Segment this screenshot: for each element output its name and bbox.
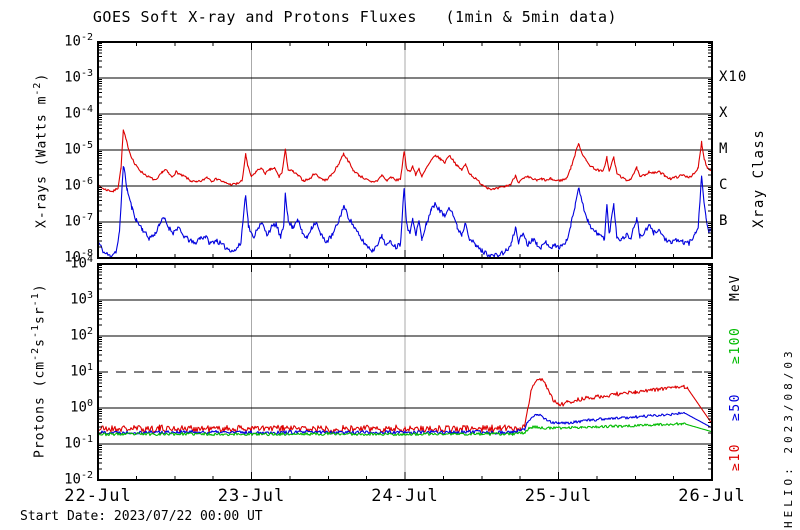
threshold-label-ge10: ≥10 (728, 443, 743, 471)
chart-title: GOES Soft X-ray and Protons Fluxes (1min… (92, 8, 618, 26)
y-tick-label: 10-3 (64, 68, 93, 86)
y-tick-label: 102 (70, 326, 93, 344)
helio-date-watermark: HELIO: 2023/08/03 (782, 347, 795, 528)
threshold-label-ge50: ≥50 (728, 393, 743, 421)
x-tick-label: 23-Jul (217, 486, 286, 506)
x-tick-label: 24-Jul (371, 486, 439, 506)
y-tick-label: 10-1 (64, 434, 93, 452)
y-tick-label: 10-2 (64, 470, 93, 488)
y-tick-label: 10-6 (64, 176, 93, 194)
xray-class-label-M: M (719, 141, 729, 157)
y-tick-label: 104 (70, 254, 93, 272)
x-tick-label: 25-Jul (524, 486, 593, 506)
threshold-label-ge100: ≥100 (728, 326, 743, 364)
y-tick-label: 10-8 (64, 248, 93, 266)
y-tick-label: 10-5 (64, 140, 93, 158)
start-date-text: Start Date: 2023/07/22 00:00 UT (20, 509, 263, 524)
xray-class-label-X: X (719, 105, 729, 121)
xray-class-label-C: C (719, 177, 729, 193)
y-tick-label: 10-4 (64, 104, 93, 122)
y-tick-label: 10-7 (64, 212, 93, 230)
xray-class-axis-title: Xray Class (751, 128, 767, 228)
xray-class-label-B: B (719, 213, 729, 229)
y-tick-label: 101 (70, 362, 93, 380)
y-tick-label: 100 (70, 398, 93, 416)
x-tick-label: 26-Jul (678, 486, 746, 506)
x-tick-label: 22-Jul (64, 486, 132, 506)
y-tick-label: 10-2 (64, 32, 93, 50)
y-tick-label: 103 (70, 290, 93, 308)
xray-class-label-X10: X10 (719, 69, 748, 85)
mev-axis-title: MeV (728, 274, 743, 301)
